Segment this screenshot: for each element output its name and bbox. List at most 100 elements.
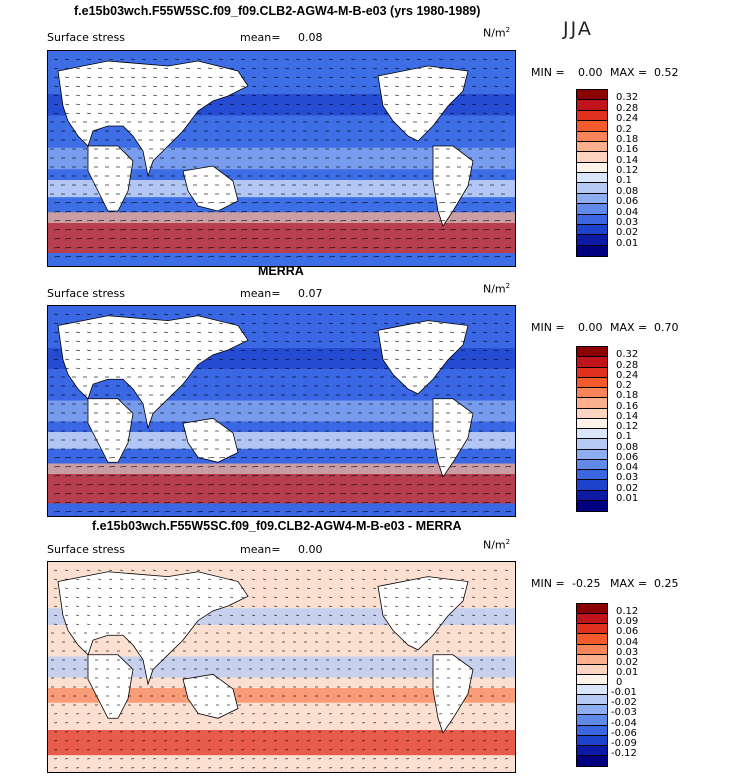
wind-arrow bbox=[64, 202, 71, 204]
wind-arrow bbox=[284, 94, 289, 97]
wind-arrow bbox=[361, 67, 366, 70]
wind-arrow bbox=[284, 475, 291, 477]
wind-arrow bbox=[306, 94, 311, 97]
wind-arrow bbox=[504, 313, 509, 316]
wind-arrow bbox=[130, 502, 137, 504]
wind-arrow bbox=[152, 322, 157, 325]
wind-arrow bbox=[482, 605, 486, 607]
wind-arrow bbox=[482, 623, 486, 625]
wind-arrow bbox=[163, 238, 170, 240]
wind-arrow bbox=[460, 349, 465, 352]
wind-arrow bbox=[460, 502, 467, 504]
wind-arrow bbox=[119, 484, 126, 486]
wind-arrow bbox=[460, 331, 465, 334]
wind-arrow bbox=[493, 502, 500, 504]
wind-arrow bbox=[262, 211, 269, 213]
colorbar-swatch bbox=[577, 429, 607, 440]
wind-arrow bbox=[64, 367, 69, 370]
wind-arrow bbox=[86, 247, 93, 249]
wind-arrow bbox=[119, 605, 123, 607]
wind-arrow bbox=[427, 220, 434, 222]
wind-arrow bbox=[108, 58, 113, 61]
wind-arrow bbox=[251, 85, 256, 88]
wind-arrow bbox=[174, 569, 178, 571]
wind-arrow bbox=[119, 211, 126, 213]
wind-arrow bbox=[141, 94, 146, 97]
wind-arrow bbox=[97, 238, 104, 240]
wind-arrow bbox=[218, 511, 225, 513]
wind-arrow bbox=[438, 313, 443, 316]
wind-arrow bbox=[218, 331, 223, 334]
wind-arrow bbox=[383, 569, 387, 571]
wind-arrow bbox=[174, 605, 178, 607]
colorbar-tick-label: -0.04 bbox=[611, 717, 637, 729]
wind-arrow bbox=[218, 623, 222, 625]
wind-arrow bbox=[295, 112, 300, 115]
continent-outline bbox=[377, 65, 469, 142]
wind-arrow bbox=[64, 484, 71, 486]
wind-arrow bbox=[372, 103, 377, 106]
wind-arrow bbox=[328, 85, 333, 88]
wind-arrow bbox=[53, 103, 58, 106]
wind-arrow bbox=[295, 569, 299, 571]
wind-arrow bbox=[416, 358, 421, 361]
wind-arrow bbox=[405, 67, 410, 70]
wind-arrow bbox=[251, 112, 256, 115]
wind-arrow bbox=[361, 247, 368, 249]
wind-arrow bbox=[262, 596, 266, 598]
colorbar-swatch bbox=[577, 685, 607, 696]
wind-arrow bbox=[416, 340, 421, 343]
colorbar-tick-label: 0.08 bbox=[616, 185, 639, 197]
wind-arrow bbox=[482, 358, 487, 361]
wind-arrow bbox=[394, 256, 401, 258]
wind-arrow bbox=[493, 76, 498, 79]
wind-arrow bbox=[449, 466, 456, 468]
wind-arrow bbox=[251, 367, 256, 370]
wind-arrow bbox=[251, 202, 258, 204]
wind-arrow bbox=[185, 623, 189, 625]
panel-3-mean-value: 0.00 bbox=[298, 543, 323, 556]
wind-arrow bbox=[482, 85, 487, 88]
colorbar-tick-label: 0.24 bbox=[616, 369, 639, 381]
panel-1-variable: Surface stress bbox=[47, 31, 125, 44]
wind-arrow bbox=[141, 211, 148, 213]
wind-arrow bbox=[295, 358, 300, 361]
colorbar-tick-label: 0.12 bbox=[616, 165, 639, 176]
wind-arrow bbox=[130, 247, 137, 249]
wind-arrow bbox=[262, 76, 267, 79]
wind-arrow bbox=[328, 457, 335, 459]
wind-arrow bbox=[229, 587, 233, 589]
wind-arrow bbox=[64, 596, 68, 598]
wind-arrow bbox=[174, 238, 181, 240]
wind-arrow bbox=[339, 103, 344, 106]
wind-arrow bbox=[405, 202, 412, 204]
wind-arrow bbox=[240, 229, 247, 231]
wind-arrow bbox=[416, 331, 421, 334]
wind-arrow bbox=[108, 475, 115, 477]
wind-arrow bbox=[141, 457, 148, 459]
wind-arrow bbox=[372, 313, 377, 316]
wind-arrow bbox=[251, 76, 256, 79]
wind-arrow bbox=[416, 502, 423, 504]
wind-arrow bbox=[427, 605, 431, 607]
wind-arrow bbox=[86, 349, 91, 352]
wind-arrow bbox=[163, 569, 167, 571]
wind-arrow bbox=[295, 457, 302, 459]
wind-arrow bbox=[273, 58, 278, 61]
field-band bbox=[48, 223, 515, 254]
wind-arrow bbox=[53, 85, 58, 88]
panel-2-mean-value: 0.07 bbox=[298, 287, 323, 300]
wind-arrow bbox=[471, 475, 478, 477]
wind-arrow bbox=[240, 605, 244, 607]
wind-arrow bbox=[174, 614, 178, 616]
wind-arrow bbox=[108, 358, 113, 361]
wind-arrow bbox=[97, 367, 102, 370]
wind-arrow bbox=[372, 569, 376, 571]
wind-arrow bbox=[416, 614, 420, 616]
season-label: JJA bbox=[563, 18, 593, 40]
wind-arrow bbox=[361, 229, 368, 231]
wind-arrow bbox=[383, 247, 390, 249]
wind-arrow bbox=[449, 67, 454, 70]
wind-arrow bbox=[471, 466, 478, 468]
wind-arrow bbox=[383, 614, 387, 616]
